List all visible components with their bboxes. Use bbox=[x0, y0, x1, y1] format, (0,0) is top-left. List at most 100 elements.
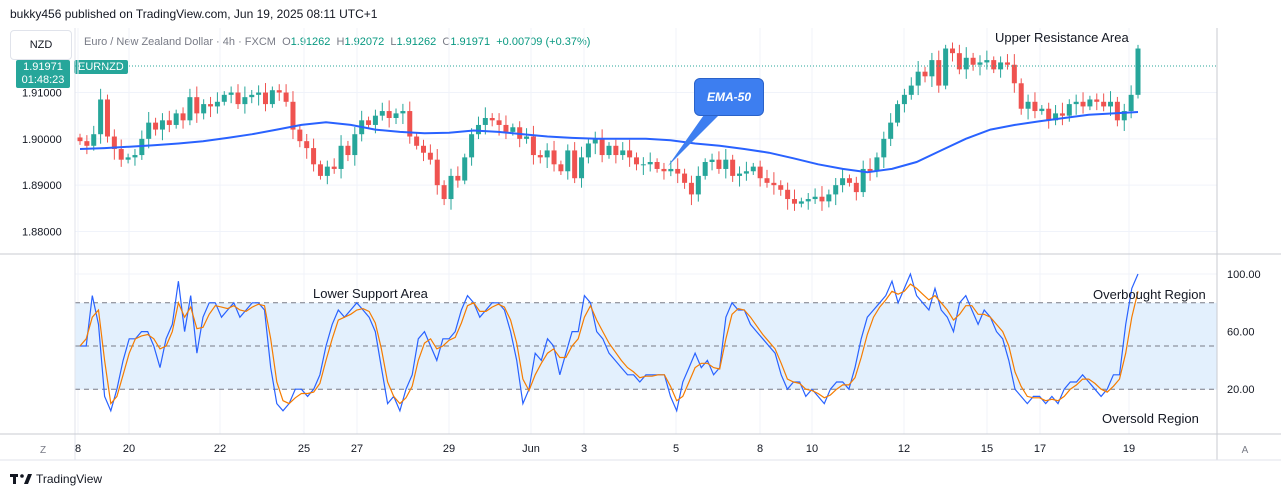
tradingview-brand[interactable]: TradingView bbox=[10, 472, 102, 486]
candle-body bbox=[750, 166, 756, 172]
candle-body bbox=[599, 138, 605, 156]
candle-body bbox=[311, 148, 317, 165]
candle-body bbox=[393, 113, 399, 118]
candle-body bbox=[998, 62, 1004, 70]
symbol-title[interactable]: Euro / New Zealand Dollar · 4h · FXCM bbox=[84, 36, 276, 48]
candle-body bbox=[269, 90, 275, 105]
candle-body bbox=[201, 104, 207, 114]
candle-body bbox=[1066, 104, 1072, 116]
time-axis-label: 5 bbox=[673, 443, 679, 455]
time-axis-label: 29 bbox=[443, 443, 455, 455]
candle-body bbox=[991, 60, 997, 70]
time-axis-label: 27 bbox=[351, 443, 363, 455]
candle-body bbox=[956, 53, 962, 70]
candle-body bbox=[805, 199, 811, 202]
candle-body bbox=[379, 111, 385, 116]
upper-resistance-label[interactable]: Upper Resistance Area bbox=[995, 30, 1129, 45]
candle-body bbox=[840, 178, 846, 186]
stoch-axis-label: 20.00 bbox=[1227, 384, 1255, 396]
candle-body bbox=[434, 159, 440, 186]
candle-body bbox=[647, 162, 653, 165]
candle-body bbox=[118, 149, 124, 160]
candle-body bbox=[386, 111, 392, 118]
price-axis-label: 1.90000 bbox=[22, 134, 62, 146]
candle-body bbox=[613, 145, 619, 156]
brand-label: TradingView bbox=[36, 472, 103, 486]
candle-body bbox=[180, 113, 186, 121]
open-label: O bbox=[282, 36, 291, 48]
candle-body bbox=[104, 99, 110, 137]
candle-body bbox=[331, 166, 337, 169]
price-axis-label: 1.88000 bbox=[22, 226, 62, 238]
time-axis-label: 17 bbox=[1034, 443, 1046, 455]
overbought-label[interactable]: Overbought Region bbox=[1093, 287, 1206, 302]
zoom-button[interactable]: Z bbox=[39, 444, 47, 456]
ema-callout[interactable]: EMA-50 bbox=[694, 78, 764, 116]
candle-body bbox=[771, 182, 777, 186]
candle-body bbox=[544, 150, 550, 158]
time-axis-label: 22 bbox=[214, 443, 226, 455]
time-axis-label: 10 bbox=[806, 443, 818, 455]
oversold-label[interactable]: Oversold Region bbox=[1102, 411, 1199, 426]
candle-body bbox=[366, 120, 372, 125]
symbol-tag: EURNZD bbox=[74, 60, 128, 74]
candle-body bbox=[166, 120, 172, 125]
candle-body bbox=[970, 57, 976, 65]
currency-selector[interactable]: NZD bbox=[10, 30, 72, 60]
candle-body bbox=[874, 157, 880, 172]
candle-body bbox=[496, 120, 502, 125]
price-axis-label: 1.89000 bbox=[22, 180, 62, 192]
candle-body bbox=[537, 155, 543, 158]
candle-body bbox=[304, 141, 310, 149]
candle-body bbox=[441, 185, 447, 200]
candle-body bbox=[352, 134, 358, 156]
candle-body bbox=[950, 48, 956, 54]
price-axis-label: 1.91000 bbox=[22, 88, 62, 100]
candle-body bbox=[922, 71, 928, 77]
candle-body bbox=[187, 97, 193, 121]
candle-body bbox=[1114, 101, 1120, 121]
candle-body bbox=[256, 92, 262, 95]
candle-body bbox=[943, 48, 949, 86]
candle-body bbox=[132, 155, 138, 158]
candle-body bbox=[764, 178, 770, 183]
lower-support-label[interactable]: Lower Support Area bbox=[313, 286, 428, 301]
candle-body bbox=[482, 118, 488, 125]
candle-body bbox=[1073, 101, 1079, 105]
candle-body bbox=[1018, 83, 1024, 109]
candle-body bbox=[125, 157, 131, 160]
candle-body bbox=[757, 166, 763, 179]
candle-body bbox=[173, 113, 179, 125]
candle-body bbox=[709, 159, 715, 162]
auto-scale-button[interactable]: A bbox=[1241, 444, 1249, 456]
time-axis-label: 8 bbox=[75, 443, 81, 455]
low-value: 1.91262 bbox=[396, 36, 437, 48]
candle-body bbox=[1011, 64, 1017, 84]
candle-body bbox=[475, 124, 481, 135]
tradingview-logo-icon bbox=[10, 474, 32, 484]
open-value: 1.91262 bbox=[290, 36, 331, 48]
candle-body bbox=[716, 159, 722, 169]
candle-body bbox=[1121, 111, 1127, 121]
candle-body bbox=[1039, 108, 1045, 112]
candle-body bbox=[469, 134, 475, 158]
candle-body bbox=[895, 104, 901, 123]
candle-body bbox=[798, 201, 804, 204]
candle-body bbox=[221, 94, 227, 102]
candle-body bbox=[489, 118, 495, 121]
candle-body bbox=[262, 92, 268, 105]
candle-body bbox=[283, 92, 289, 102]
candle-body bbox=[888, 122, 894, 139]
candle-body bbox=[503, 124, 509, 132]
candle-body bbox=[297, 129, 303, 142]
stoch-axis-label: 60.00 bbox=[1227, 327, 1255, 339]
close-value: 1.91971 bbox=[450, 36, 491, 48]
candle-body bbox=[111, 136, 117, 150]
candle-body bbox=[682, 173, 688, 183]
candle-body bbox=[1128, 94, 1134, 112]
candle-body bbox=[455, 175, 461, 181]
candle-body bbox=[1087, 99, 1093, 107]
candle-body bbox=[723, 159, 729, 169]
candle-body bbox=[524, 136, 530, 139]
